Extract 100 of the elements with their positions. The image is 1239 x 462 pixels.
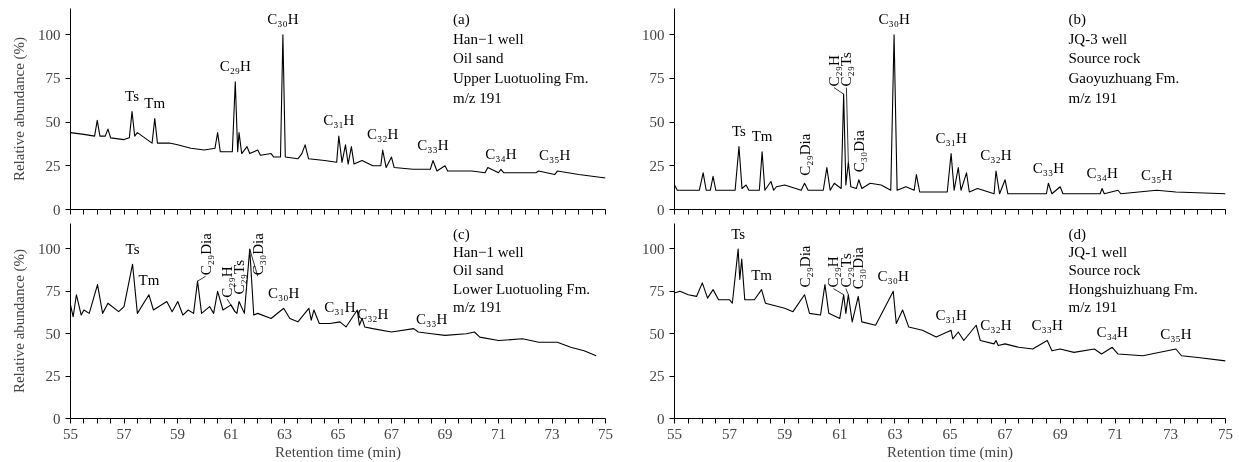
y-tick-label: 25 — [649, 368, 665, 385]
y-tick-label: 50 — [649, 114, 665, 131]
annotation: Gaoyuzhuang Fm. — [1068, 70, 1180, 87]
annotation: C₃₄H — [1086, 164, 1118, 181]
annotation: Ts — [125, 241, 140, 258]
annotation: Source rock — [1068, 262, 1142, 279]
x-tick-label: 65 — [942, 425, 958, 442]
y-axis-title: Relative abundance (%) — [11, 36, 28, 182]
annotation: C₃₁H — [935, 307, 967, 324]
y-tick-label: 75 — [45, 283, 61, 300]
annotation: C₃₅H — [539, 147, 571, 164]
y-tick-label: 0 — [53, 410, 61, 427]
annotation: C₃₃H — [1031, 317, 1064, 334]
y-tick-label: 75 — [649, 70, 665, 87]
annotation: Han−1 well — [453, 243, 524, 260]
y-tick-label: 75 — [45, 70, 61, 87]
annotation: C₃₃H — [417, 136, 449, 153]
annotation: C₃₂H — [357, 305, 389, 322]
y-tick-label: 25 — [45, 157, 61, 174]
x-axis-title: Retention time (min) — [275, 443, 401, 461]
annotation: (a) — [453, 11, 470, 29]
y-tick-label: 100 — [642, 26, 665, 43]
x-tick-label: 61 — [223, 425, 239, 442]
y-tick-label: 50 — [45, 325, 61, 342]
annotation: C₃₀H — [268, 285, 300, 302]
y-tick-label: 100 — [38, 240, 61, 257]
y-axis-title: Relative abundance (%) — [11, 248, 28, 394]
x-tick-label: 75 — [598, 425, 613, 442]
annotation: C₃₀Dia — [850, 129, 867, 173]
annotation: C₃₁H — [324, 298, 356, 315]
y-tick-label: 0 — [657, 410, 665, 427]
annotation: m/z 191 — [1068, 298, 1118, 315]
annotation: C₂₉Dia — [796, 245, 813, 288]
y-tick-label: 100 — [642, 240, 665, 257]
x-tick-label: 61 — [832, 425, 848, 442]
annotation: (d) — [1068, 225, 1086, 243]
annotation: m/z 191 — [453, 89, 502, 106]
y-tick-label: 100 — [38, 26, 61, 43]
annotation: JQ-3 well — [1068, 30, 1128, 47]
annotation: Tm — [751, 128, 773, 145]
annotation: Oil sand — [453, 50, 504, 67]
annotation: (c) — [453, 225, 470, 243]
y-tick-label: 0 — [53, 201, 61, 218]
x-tick-label: 75 — [1218, 425, 1233, 442]
annotation: Hongshuizhuang Fm. — [1068, 280, 1198, 297]
annotation: Han−1 well — [453, 30, 524, 47]
annotation: Upper Luotuoling Fm. — [453, 70, 589, 87]
x-tick-label: 67 — [384, 425, 400, 442]
annotation: C₃₂H — [367, 126, 399, 143]
x-tick-label: 67 — [997, 425, 1014, 442]
annotation: C₃₀H — [267, 11, 299, 28]
annotation: Source rock — [1068, 50, 1142, 67]
x-tick-label: 59 — [170, 425, 185, 442]
annotation: C₃₃H — [415, 310, 448, 327]
annotation: C₃₀H — [878, 11, 910, 28]
x-tick-label: 59 — [777, 425, 793, 442]
annotation: Tm — [751, 266, 773, 283]
annotation: Tm — [138, 271, 160, 288]
annotation: C₂₉H — [219, 58, 252, 75]
annotation: C₃₀H — [877, 268, 910, 285]
annotation: (b) — [1068, 11, 1086, 29]
annotation: Ts — [731, 122, 747, 139]
x-tick-label: 55 — [667, 425, 682, 442]
y-tick-label: 50 — [45, 114, 61, 131]
x-tick-label: 55 — [63, 425, 78, 442]
annotation: Ts — [125, 88, 140, 105]
x-tick-label: 65 — [330, 425, 346, 442]
x-tick-label: 69 — [1052, 425, 1068, 442]
x-tick-label: 73 — [1162, 425, 1178, 442]
x-tick-label: 63 — [277, 425, 292, 442]
annotation: m/z 191 — [1068, 89, 1118, 106]
annotation: C₂₉Dia — [796, 133, 813, 176]
x-tick-label: 71 — [491, 425, 506, 442]
x-tick-label: 73 — [544, 425, 560, 442]
x-tick-label: 69 — [437, 425, 453, 442]
annotation: C₃₀Dia — [249, 232, 266, 276]
x-tick-label: 71 — [1107, 425, 1123, 442]
annotation: C₃₄H — [1096, 324, 1129, 341]
x-tick-label: 57 — [722, 425, 738, 442]
annotation: Tm — [144, 95, 166, 112]
y-tick-label: 75 — [649, 283, 665, 300]
annotation: C₃₅H — [1160, 325, 1192, 342]
annotation: C₃₂H — [980, 317, 1012, 334]
annotation: Ts — [731, 225, 746, 242]
y-tick-label: 0 — [657, 201, 665, 218]
x-tick-label: 57 — [116, 425, 132, 442]
annotation: C₃₂H — [980, 147, 1012, 164]
annotation: C₃₅H — [1140, 166, 1173, 183]
annotation: JQ-1 well — [1068, 243, 1128, 260]
annotation: C₃₁H — [323, 112, 355, 129]
annotation: C₃₄H — [485, 145, 517, 162]
y-tick-label: 25 — [45, 368, 61, 385]
x-tick-label: 63 — [887, 425, 903, 442]
y-tick-label: 25 — [649, 157, 665, 174]
annotation: C₃₁H — [935, 129, 967, 146]
annotation: C₃₃H — [1032, 159, 1065, 176]
annotation: m/z 191 — [453, 298, 502, 315]
x-axis-title: Retention time (min) — [887, 443, 1013, 461]
y-tick-label: 50 — [649, 325, 665, 342]
annotation: Lower Luotuoling Fm. — [453, 280, 591, 297]
